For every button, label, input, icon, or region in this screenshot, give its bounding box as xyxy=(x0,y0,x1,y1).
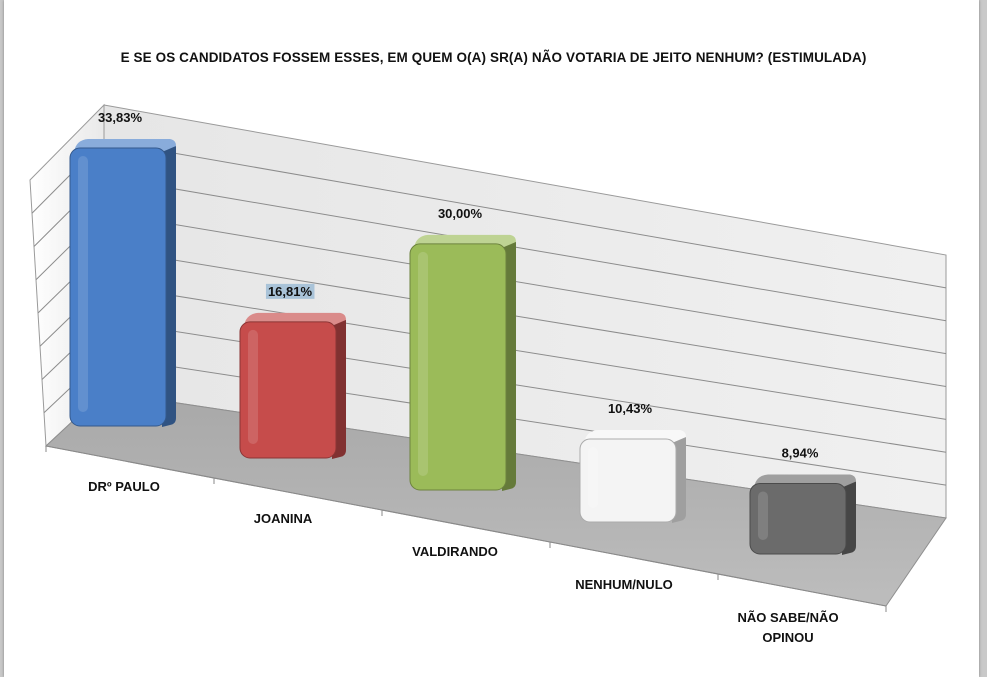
value-label: 16,81% xyxy=(268,284,313,299)
bars xyxy=(69,139,856,555)
category-label: DRº PAULO xyxy=(88,479,160,494)
category-label: NÃO SABE/NÃO xyxy=(737,610,838,625)
bar xyxy=(579,430,686,523)
gridline xyxy=(103,248,947,387)
bar-front xyxy=(579,438,677,523)
category-label: VALDIRANDO xyxy=(412,544,498,559)
bar xyxy=(749,474,856,555)
bar-front xyxy=(69,147,167,427)
value-labels: 33,83% 16,81% 30,00% 10,43% 8,94% xyxy=(98,110,819,460)
bar-front xyxy=(749,482,847,555)
bar-front xyxy=(409,243,507,491)
x-axis-ticks xyxy=(45,446,887,612)
value-label: 30,00% xyxy=(438,206,483,221)
bar xyxy=(409,234,516,491)
gridline xyxy=(103,176,947,322)
bar-front xyxy=(239,321,337,459)
value-label: 33,83% xyxy=(98,110,143,125)
value-label: 10,43% xyxy=(608,401,653,416)
value-label: 8,94% xyxy=(782,445,819,460)
x-axis-line xyxy=(45,445,887,607)
category-labels: DRº PAULO JOANINA VALDIRANDO NENHUM/NULO NÃO… xyxy=(88,479,838,645)
bar xyxy=(239,312,346,459)
gridline xyxy=(103,140,947,289)
bar-highlight xyxy=(758,491,768,540)
bar-highlight xyxy=(248,329,258,444)
value-label-highlight xyxy=(265,283,315,299)
gridline xyxy=(103,212,947,355)
gridline xyxy=(103,283,947,420)
bar-highlight xyxy=(418,251,428,476)
category-label: OPINOU xyxy=(762,630,813,645)
bar xyxy=(69,139,176,427)
category-label: JOANINA xyxy=(254,511,313,526)
category-label: NENHUM/NULO xyxy=(575,577,673,592)
bar-highlight xyxy=(78,156,88,412)
bar-highlight xyxy=(588,447,598,508)
chart-title: E SE OS CANDIDATOS FOSSEM ESSES, EM QUEM… xyxy=(120,50,867,65)
